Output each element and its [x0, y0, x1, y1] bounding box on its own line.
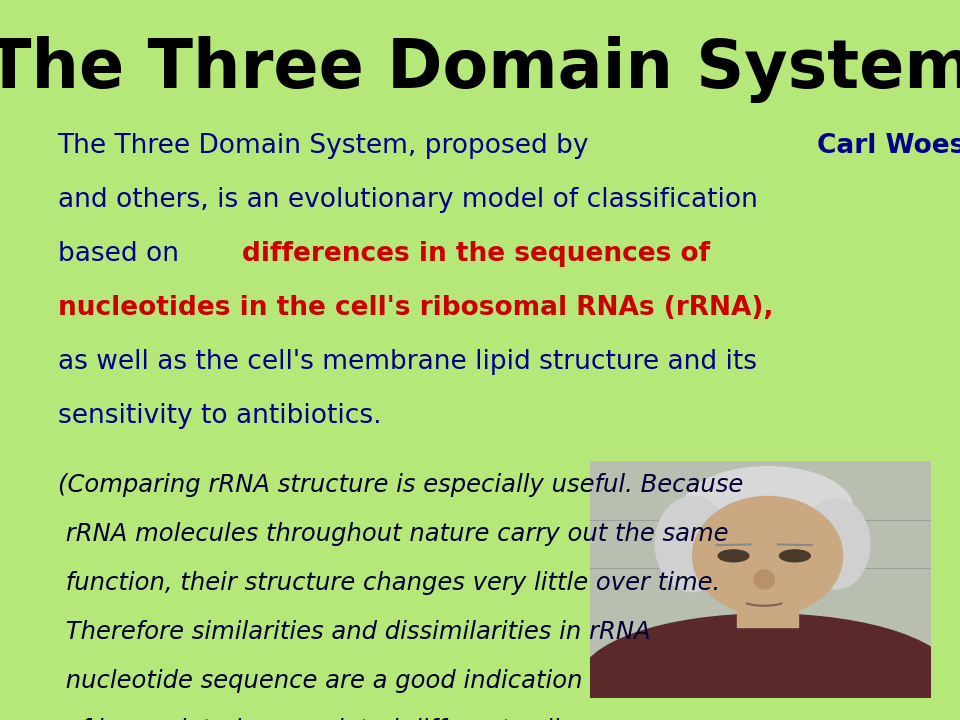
Text: nucleotide sequence are a good indication: nucleotide sequence are a good indicatio… — [58, 670, 582, 693]
Text: The Three Domain System: The Three Domain System — [0, 36, 960, 103]
Text: as well as the cell's membrane lipid structure and its: as well as the cell's membrane lipid str… — [58, 349, 756, 375]
Text: nucleotides in the cell's ribosomal RNAs (rRNA),: nucleotides in the cell's ribosomal RNAs… — [58, 295, 773, 321]
Text: function, their structure changes very little over time.: function, their structure changes very l… — [58, 572, 720, 595]
Text: based on: based on — [58, 241, 187, 267]
Ellipse shape — [802, 499, 870, 589]
Ellipse shape — [683, 467, 852, 550]
Ellipse shape — [754, 570, 775, 589]
Text: of how related or unrelated different cells: of how related or unrelated different ce… — [58, 719, 571, 720]
Text: sensitivity to antibiotics.: sensitivity to antibiotics. — [58, 403, 381, 429]
Text: Carl Woese: Carl Woese — [817, 133, 960, 159]
Text: The Three Domain System, proposed by: The Three Domain System, proposed by — [58, 133, 597, 159]
Text: and others, is an evolutionary model of classification: and others, is an evolutionary model of … — [58, 187, 757, 213]
Text: differences in the sequences of: differences in the sequences of — [242, 241, 710, 267]
Ellipse shape — [580, 614, 955, 720]
Ellipse shape — [692, 497, 843, 615]
Ellipse shape — [655, 497, 731, 592]
Ellipse shape — [780, 550, 810, 562]
Text: (Comparing rRNA structure is especially useful. Because: (Comparing rRNA structure is especially … — [58, 474, 743, 498]
Text: rRNA molecules throughout nature carry out the same: rRNA molecules throughout nature carry o… — [58, 523, 728, 546]
Bar — [737, 585, 799, 627]
Text: Therefore similarities and dissimilarities in rRNA: Therefore similarities and dissimilariti… — [58, 621, 650, 644]
Ellipse shape — [718, 550, 749, 562]
